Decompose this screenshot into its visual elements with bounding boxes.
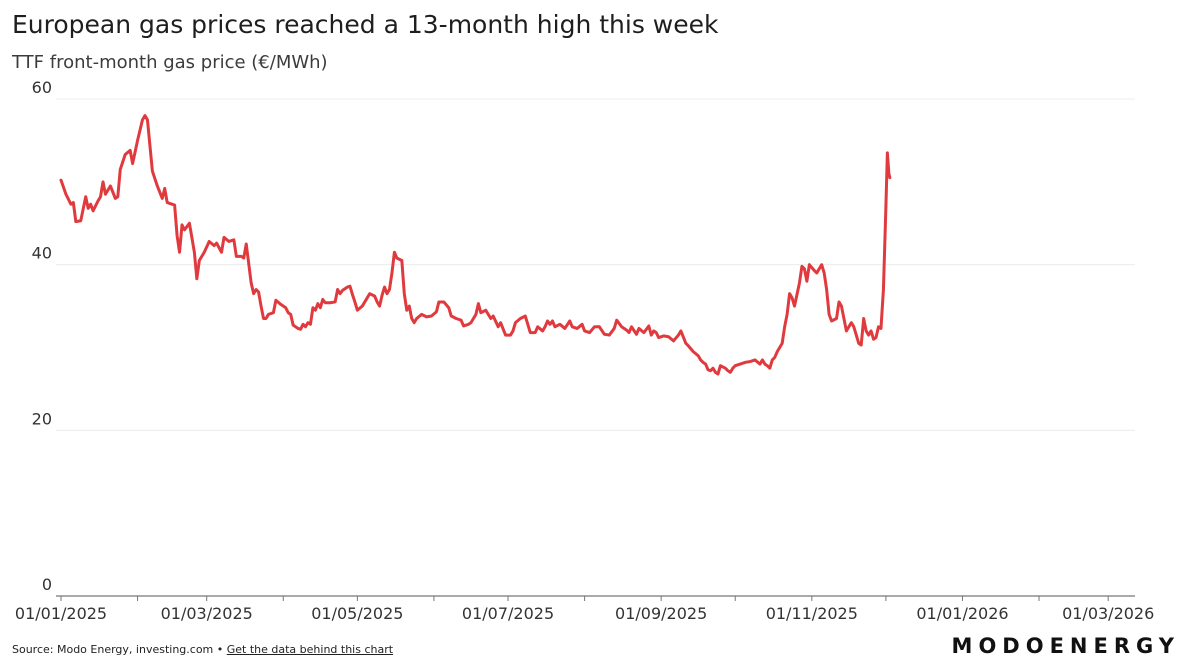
y-tick-label-40: 40 <box>32 244 52 263</box>
x-tick-label-3: 01/07/2025 <box>462 604 554 623</box>
y-tick-label-60: 60 <box>32 78 52 97</box>
source-note: Source: Modo Energy, investing.com • Get… <box>12 643 393 656</box>
chart-subtitle: TTF front-month gas price (€/MWh) <box>12 52 328 73</box>
x-tick-label-1: 01/03/2025 <box>161 604 253 623</box>
x-tick-label-0: 01/01/2025 <box>15 604 107 623</box>
y-tick-label-0: 0 <box>42 575 52 594</box>
x-tick-label-2: 01/05/2025 <box>311 604 403 623</box>
source-text: Source: Modo Energy, investing.com • <box>12 643 227 656</box>
y-axis-ticks: 0 20 40 60 <box>32 78 52 594</box>
data-download-link[interactable]: Get the data behind this chart <box>226 643 394 656</box>
plot-area <box>59 114 892 376</box>
x-tick-label-5: 01/11/2025 <box>766 604 858 623</box>
y-tick-label-20: 20 <box>32 409 52 428</box>
x-tick-label-6: 01/01/2026 <box>916 604 1008 623</box>
x-axis-ticks: 01/01/2025 01/03/2025 01/05/2025 01/07/2025… <box>15 596 1154 623</box>
x-tick-label-7: 01/03/2026 <box>1062 604 1154 623</box>
x-tick-label-4: 01/09/2025 <box>615 604 707 623</box>
chart-title: European gas prices reached a 13-month h… <box>12 10 719 39</box>
series-line-0 <box>59 114 892 376</box>
gridlines <box>56 98 1135 597</box>
brand-logo: MODOENERGY <box>951 634 1180 658</box>
